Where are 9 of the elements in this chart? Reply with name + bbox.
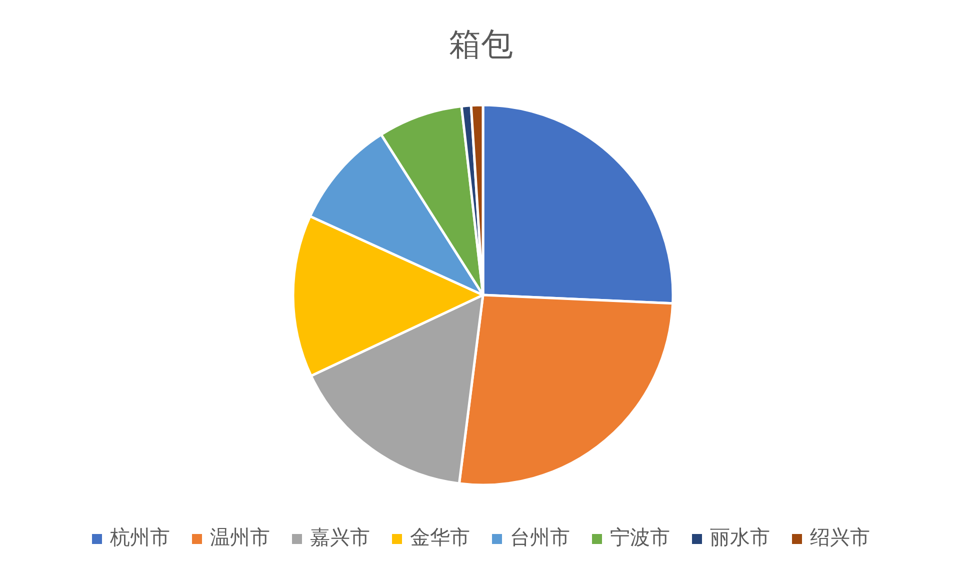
legend-label: 台州市: [510, 525, 570, 549]
chart-title: 箱包: [449, 25, 513, 63]
legend-label: 杭州市: [109, 525, 170, 549]
legend-label: 嘉兴市: [310, 525, 370, 549]
legend-label: 金华市: [410, 525, 470, 549]
legend-label: 温州市: [210, 525, 270, 549]
legend-label: 宁波市: [610, 525, 670, 549]
legend-label: 绍兴市: [810, 525, 870, 549]
legend-label: 丽水市: [710, 525, 770, 549]
